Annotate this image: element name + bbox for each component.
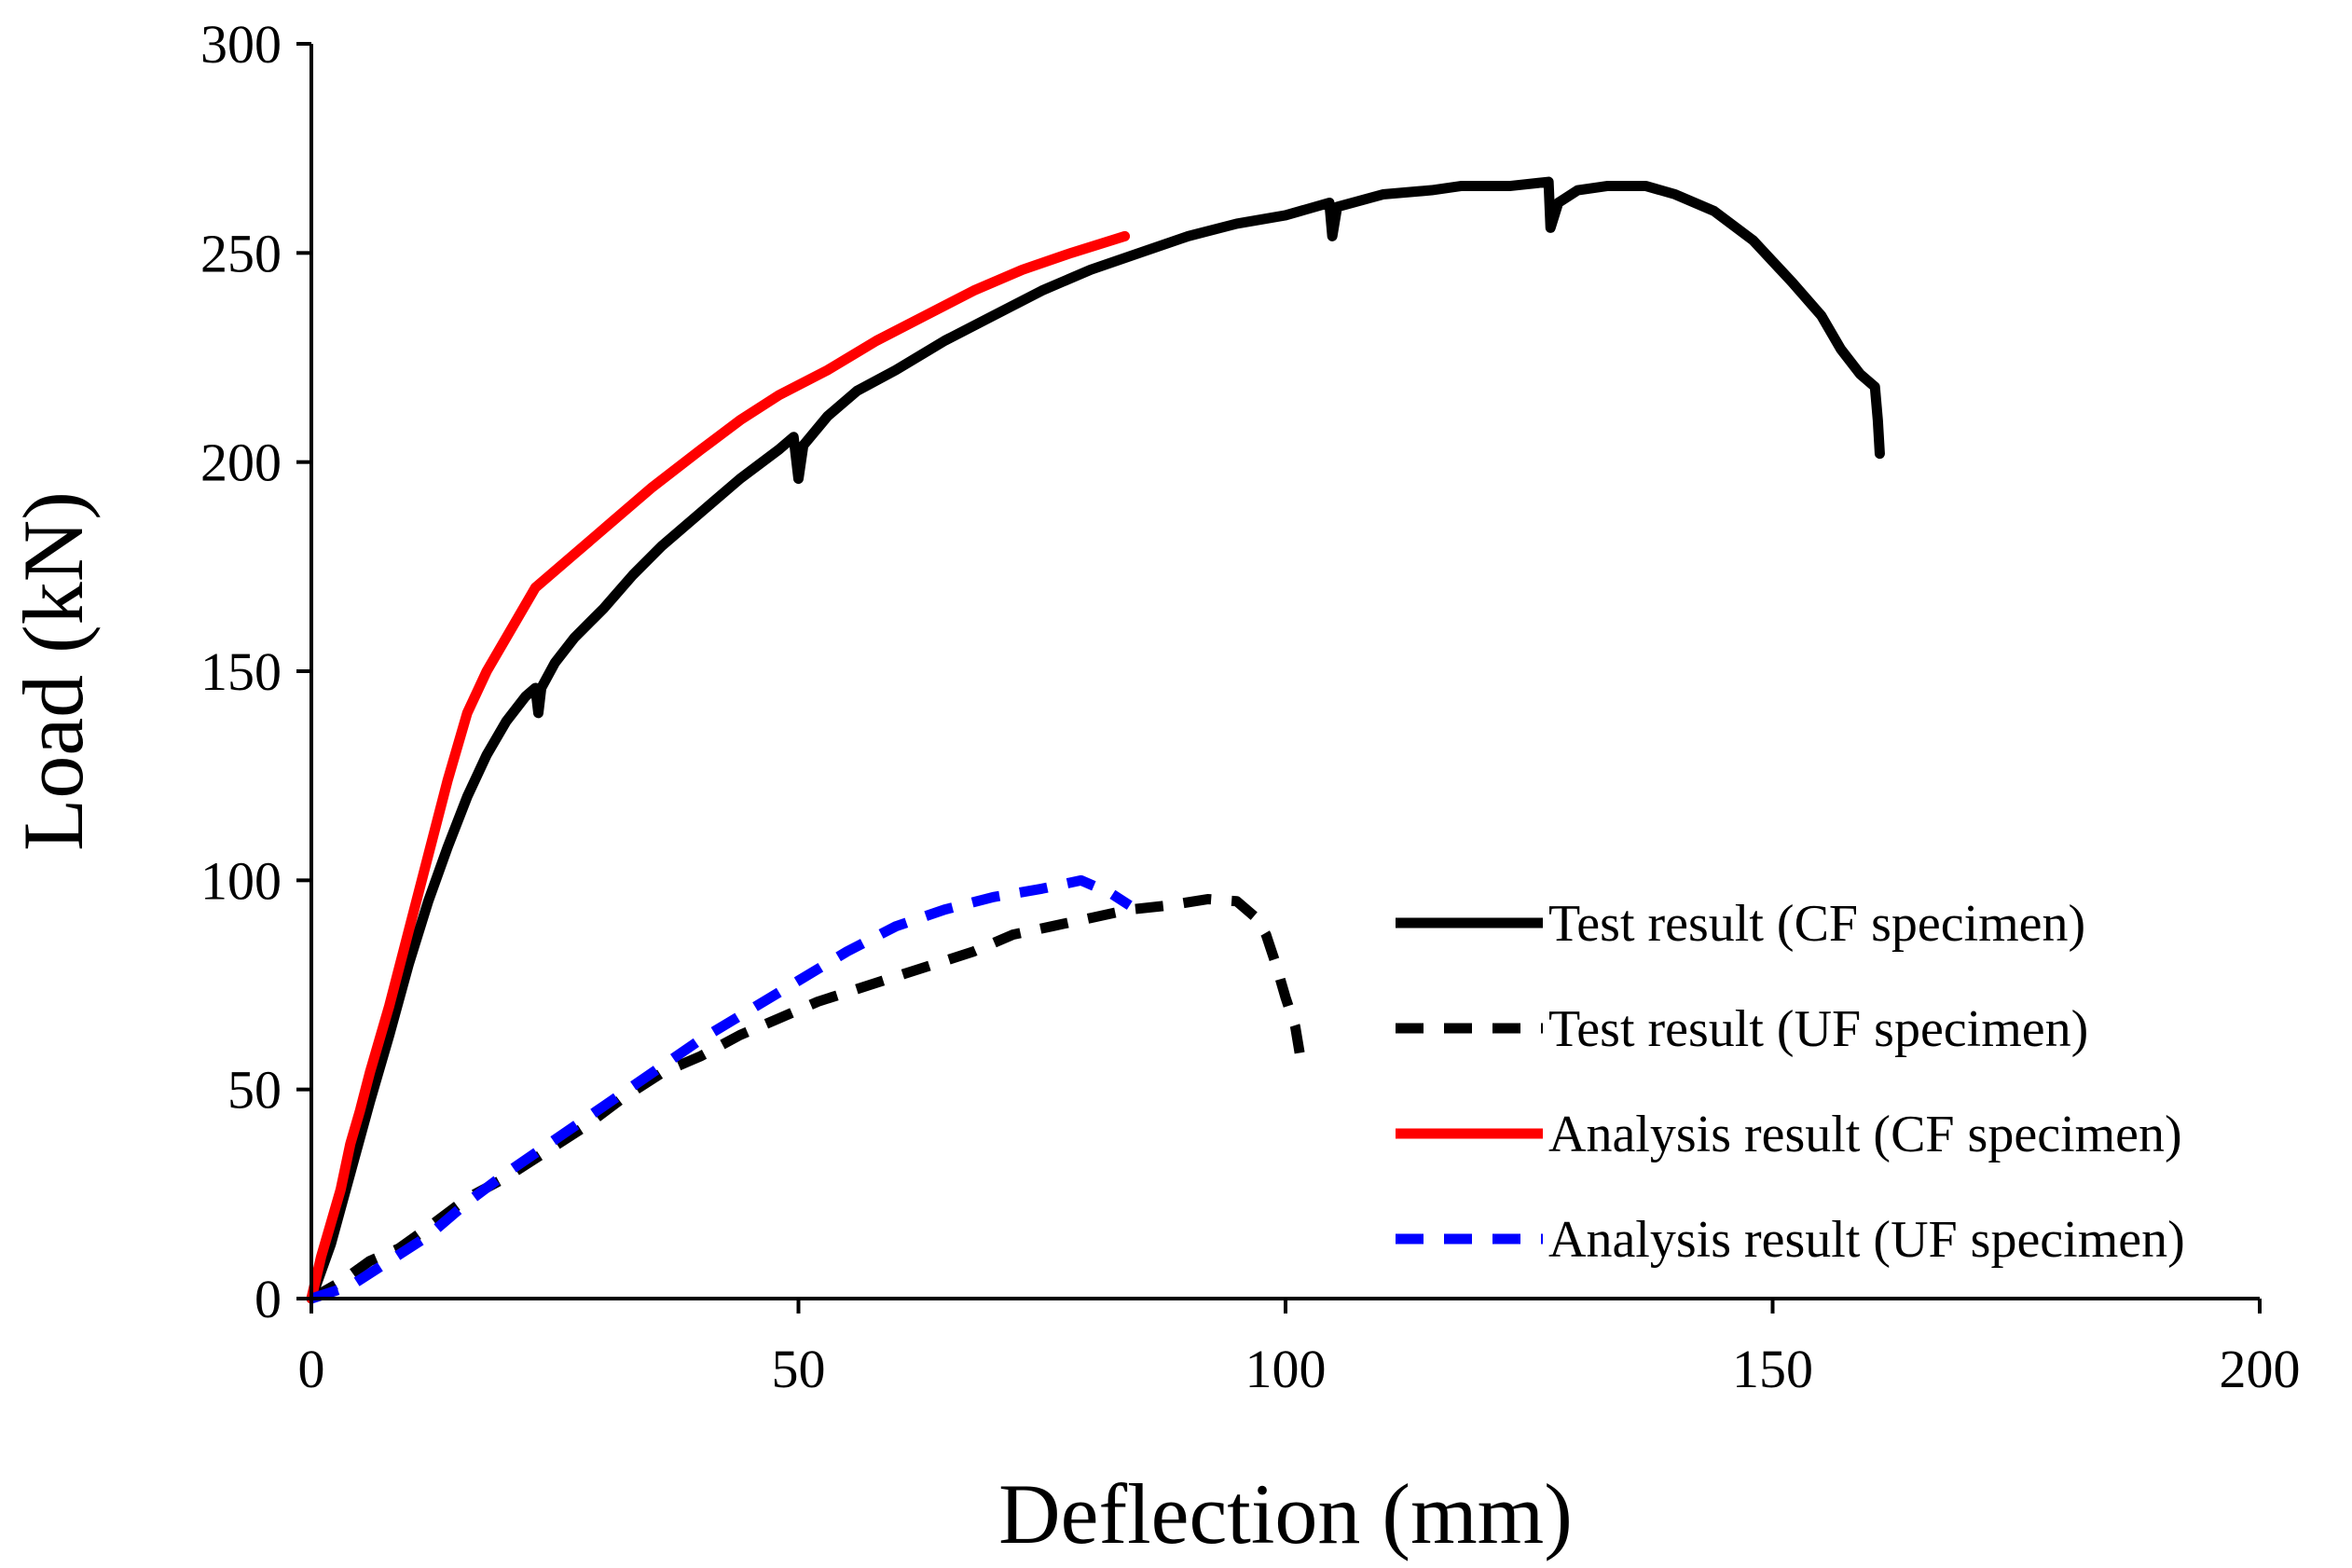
plot-lines [306, 176, 1885, 1304]
legend-label-test-result-uf-specimen: Test result (UF specimen) [1548, 1000, 2088, 1058]
series-line-analysis-result-cf-specimen [306, 230, 1131, 1304]
x-tick-label: 200 [2220, 1339, 2301, 1399]
y-tick-label: 200 [200, 433, 282, 493]
y-tick-label: 250 [200, 223, 282, 283]
x-tick-label: 100 [1245, 1339, 1327, 1399]
y-axis-title: Load (kN) [6, 491, 101, 851]
legend: Test result (CF specimen) Test result (UF… [1396, 895, 2185, 1269]
x-tick-label: 150 [1732, 1339, 1813, 1399]
legend-label-analysis-result-uf-specimen: Analysis result (UF specimen) [1548, 1211, 2185, 1269]
y-tick-label: 50 [227, 1060, 282, 1121]
series-line-analysis-result-uf-specimen [309, 874, 1133, 1304]
y-tick-label: 150 [200, 641, 282, 702]
x-tick-label: 0 [298, 1339, 325, 1399]
x-axis-title: Deflection (mm) [998, 1466, 1573, 1561]
y-tick-label: 100 [200, 850, 282, 911]
ticks: 0 50 100 150 200 250 300 0 50 100 150 200 [200, 14, 2301, 1399]
y-tick-label: 0 [254, 1269, 282, 1329]
series-line-test-result-uf-specimen [309, 894, 1306, 1303]
y-tick-label: 300 [200, 14, 282, 75]
legend-label-analysis-result-cf-specimen: Analysis result (CF specimen) [1548, 1106, 2182, 1163]
x-tick-label: 50 [772, 1339, 826, 1399]
legend-label-test-result-cf-specimen: Test result (CF specimen) [1548, 895, 2085, 953]
series-line-test-result-cf-specimen [306, 176, 1885, 1304]
